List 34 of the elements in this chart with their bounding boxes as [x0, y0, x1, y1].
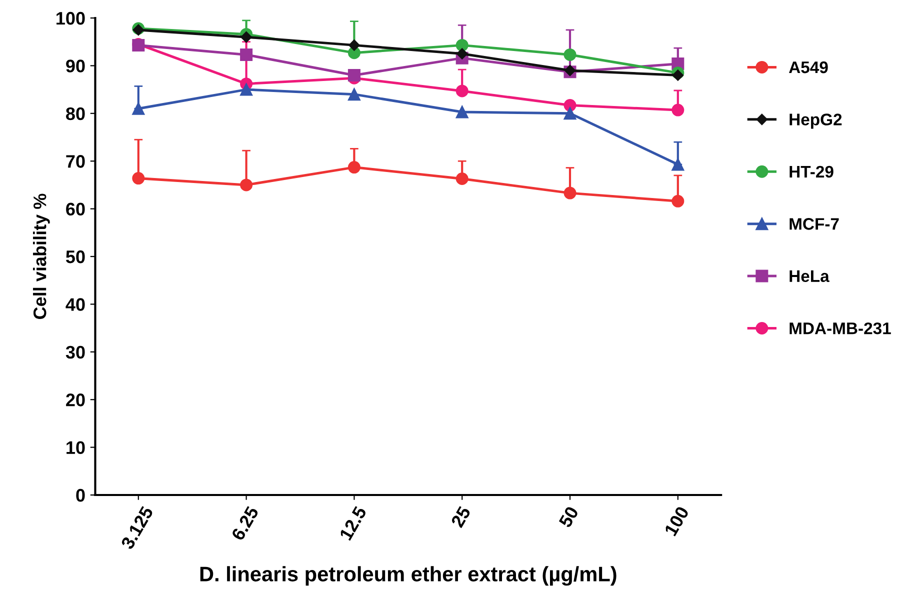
- point: [348, 88, 360, 101]
- point: [672, 70, 684, 81]
- x-tick-label: 100: [664, 506, 690, 536]
- y-tick-label: 90: [66, 60, 85, 72]
- x-tick-label: 25: [450, 505, 472, 528]
- legend-label: MDA-MB-231: [790, 322, 891, 334]
- legend-label: MCF-7: [790, 218, 839, 230]
- x-axis-title: D. linearis petroleum ether extract (µg/mL): [200, 566, 616, 586]
- legend-label: HeLa: [790, 270, 830, 282]
- y-tick-label: 50: [66, 250, 85, 264]
- y-tick-label: 20: [66, 394, 85, 406]
- x-tick-label: 50: [558, 506, 579, 528]
- point: [456, 106, 468, 118]
- y-tick-label: 70: [66, 155, 85, 168]
- y-tick-label: 30: [66, 346, 85, 359]
- point: [240, 48, 253, 61]
- point: [456, 48, 468, 60]
- y-tick-label: 40: [66, 298, 85, 311]
- legend-label: HT-29: [790, 166, 834, 178]
- y-tick-label: 0: [76, 488, 85, 502]
- y-tick-label: 60: [66, 202, 85, 216]
- point: [564, 48, 576, 61]
- y-axis-title: Cell viability %: [33, 194, 50, 319]
- y-tick-label: 100: [56, 12, 85, 25]
- point: [240, 83, 253, 96]
- point: [348, 40, 360, 51]
- legend-label: A549: [788, 61, 828, 74]
- point: [456, 38, 468, 52]
- point: [240, 31, 252, 43]
- legend-label: HepG2: [790, 114, 842, 129]
- point: [564, 107, 576, 120]
- point: [348, 68, 360, 82]
- y-tick-label: 10: [66, 441, 85, 454]
- y-tick-label: 80: [66, 107, 85, 120]
